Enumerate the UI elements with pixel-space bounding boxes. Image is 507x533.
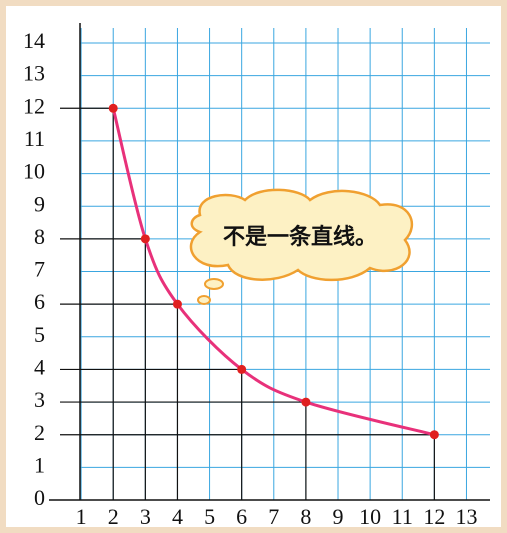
x-tick-label: 6 [236,504,247,529]
y-tick-label: 6 [34,289,45,314]
bubble-dot [204,278,224,290]
point [429,430,439,440]
x-tick-label: 10 [359,504,381,529]
y-tick-label: 1 [34,452,45,477]
y-tick-label: 9 [34,191,45,216]
y-tick-label: 3 [34,387,45,412]
annotation: 不是一条直线。 [223,224,377,250]
bubble-cloud [189,188,414,282]
x-tick-label: 8 [300,504,311,529]
x-tick-label: 12 [423,504,445,529]
y-tick-label: 14 [23,28,45,53]
point [172,299,182,309]
y-tick-label: 4 [34,354,45,379]
y-tick-label: 0 [34,485,45,510]
y-tick-label: 7 [34,257,45,282]
y-tick-label: 11 [24,126,45,151]
point [108,103,118,113]
x-tick-label: 9 [333,504,344,529]
x-tick-label: 2 [108,504,119,529]
x-tick-label: 3 [140,504,151,529]
curve [111,107,435,437]
x-tick-label: 7 [268,504,279,529]
x-tick-label: 4 [172,504,183,529]
x-tick-label: 13 [455,504,477,529]
point [301,397,311,407]
y-tick-label: 10 [23,159,45,184]
bubble-dot [197,295,211,305]
point [237,364,247,374]
y-tick-label: 8 [34,224,45,249]
x-tick-label: 11 [392,504,413,529]
thought-bubble: 不是一条直线。 [189,188,414,305]
point [140,234,150,244]
y-tick-label: 13 [23,61,45,86]
y-tick-label: 12 [23,93,45,118]
y-tick-label: 2 [34,420,45,445]
x-tick-label: 5 [204,504,215,529]
y-tick-label: 5 [34,322,45,347]
x-tick-label: 1 [76,504,87,529]
